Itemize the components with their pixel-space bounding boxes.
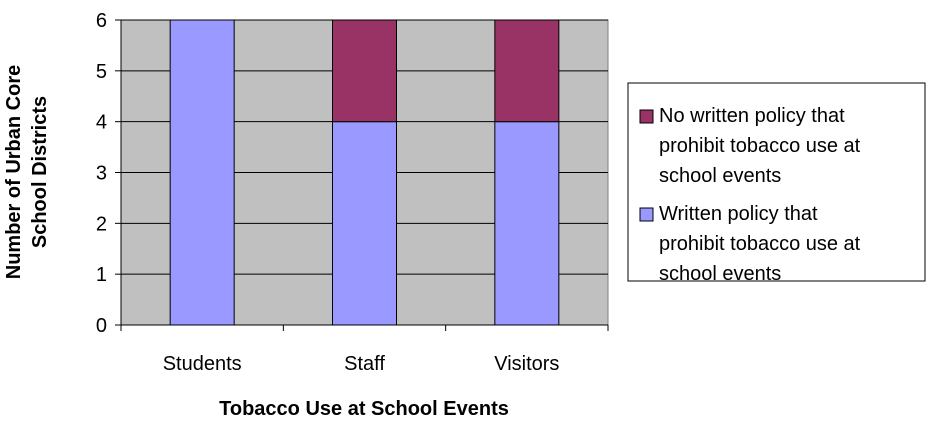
y-axis-title-line: Number of Urban Core	[3, 65, 25, 279]
legend-label: No written policy that prohibit tobacco u…	[659, 105, 861, 187]
bar-segment-no-written-policy-staff	[332, 19, 397, 123]
bar-segment-written-policy-staff	[332, 121, 397, 326]
x-tick-label: Staff	[344, 353, 385, 375]
y-tick-label: 3	[96, 163, 107, 185]
y-tick-label: 6	[96, 10, 107, 32]
y-axis-title: Number of Urban Core School Districts	[3, 65, 51, 279]
x-tick-label: Visitors	[494, 353, 559, 375]
axes: Students Staff Visitors 0 1 2 3 4 5 6	[96, 10, 609, 375]
bar-segment-no-written-policy-visitors	[494, 19, 560, 123]
y-tick-label: 4	[96, 112, 107, 134]
y-tick-label: 2	[96, 213, 107, 235]
y-tick-label: 1	[96, 264, 107, 286]
legend-box	[627, 82, 926, 282]
x-tick-label: Students	[163, 353, 242, 375]
bar-segment-written-policy-visitors	[494, 121, 560, 326]
y-axis-title-line: School Districts	[29, 96, 51, 248]
legend-swatch	[639, 207, 654, 222]
legend-label: Written policy that prohibit tobacco use …	[659, 203, 861, 285]
y-tick-label: 5	[96, 61, 107, 83]
legend-swatch	[639, 109, 654, 124]
legend: No written policy that prohibit tobacco u…	[627, 82, 926, 285]
bar-segment-written-policy-students	[169, 19, 235, 326]
bars	[169, 19, 560, 326]
x-axis-title: Tobacco Use at School Events	[219, 398, 509, 420]
y-tick-label: 0	[96, 315, 107, 337]
